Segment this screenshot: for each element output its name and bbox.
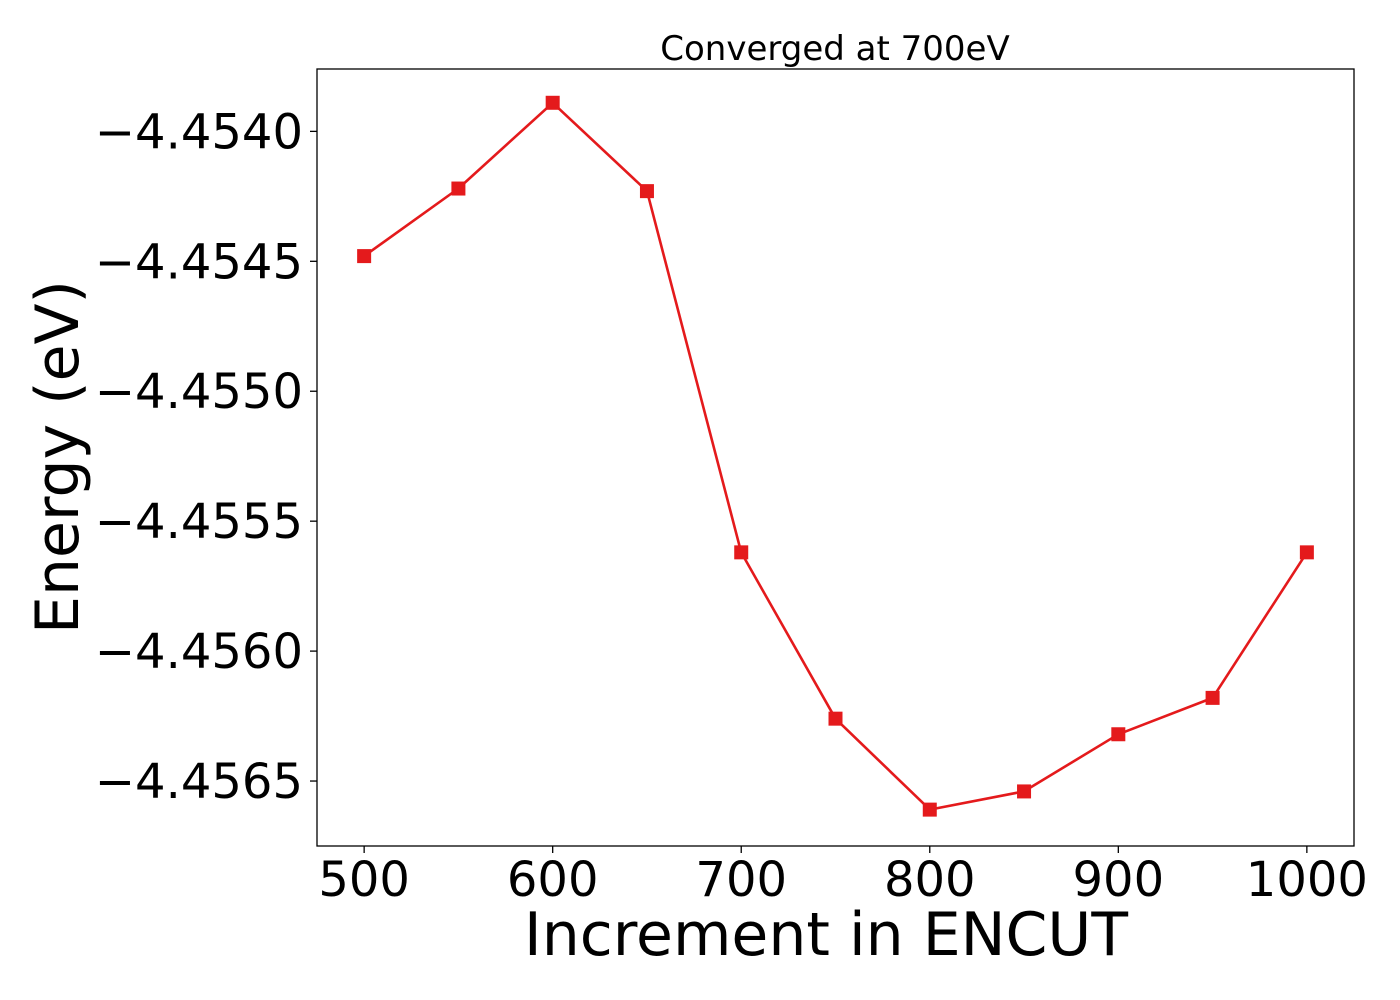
x-tick-label: 700: [695, 852, 787, 908]
data-point-marker: [828, 711, 843, 726]
plot-frame: [316, 68, 1355, 847]
x-tick-label: 1000: [1246, 852, 1368, 908]
data-point-marker: [357, 249, 372, 264]
y-tick-label: −4.4565: [95, 754, 303, 810]
x-axis-ticks: 500 600 700 800 900 1000: [318, 846, 1368, 908]
y-tick-label: −4.4560: [95, 624, 303, 680]
y-tick-label: −4.4545: [95, 234, 303, 290]
data-point-marker: [1205, 690, 1220, 705]
data-point-marker: [451, 181, 466, 196]
data-point-marker: [734, 545, 749, 560]
y-axis-ticks: −4.4540 −4.4545 −4.4550 −4.4555 −4.4560 −4.45…: [95, 104, 317, 810]
data-point-marker: [922, 802, 937, 817]
y-tick-label: −4.4540: [95, 104, 303, 160]
data-point-marker: [1299, 545, 1314, 560]
x-axis-label: Increment in ENCUT: [524, 900, 1128, 970]
x-tick-label: 900: [1073, 852, 1165, 908]
y-axis-label: Energy (eV): [23, 280, 93, 634]
x-tick-label: 800: [884, 852, 976, 908]
plot-area: [357, 95, 1314, 817]
data-point-marker: [1111, 727, 1126, 742]
x-tick-label: 500: [318, 852, 410, 908]
data-point-marker: [639, 184, 654, 199]
data-point-marker: [545, 95, 560, 110]
y-tick-label: −4.4555: [95, 494, 303, 550]
data-point-marker: [1017, 784, 1032, 799]
x-tick-label: 600: [507, 852, 599, 908]
y-tick-label: −4.4550: [95, 364, 303, 420]
chart-title: Converged at 700eV: [660, 29, 1009, 69]
